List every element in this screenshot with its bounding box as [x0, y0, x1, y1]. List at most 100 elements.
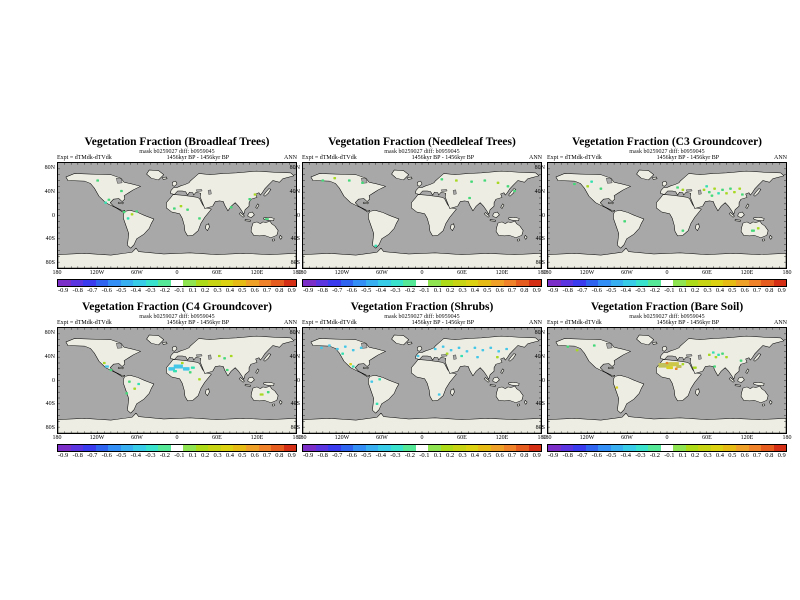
colorbar-tick-label: -0.9	[58, 287, 69, 294]
anomaly-spot	[259, 393, 264, 396]
colorbar-segment	[283, 280, 297, 286]
colorbar-tick-label: -0.5	[361, 452, 372, 459]
anomaly-spot	[328, 344, 331, 347]
anomaly-spot	[180, 361, 184, 365]
lat-tick-label: 80N	[44, 165, 55, 171]
lon-tick-label: 120W	[334, 270, 350, 276]
colorbar-tick-label: -0.1	[174, 452, 185, 459]
lon-tick-label: 120W	[334, 435, 350, 441]
lat-tick-label: 40N	[534, 189, 545, 195]
anomaly-spot	[707, 191, 711, 194]
anomaly-spot	[107, 198, 111, 201]
colorbar-tick-label: -0.7	[577, 452, 588, 459]
anomaly-spot	[733, 191, 736, 194]
period-label: 1456kyr BP - 1456kyr BP	[411, 320, 475, 326]
lon-axis: 180 120W 60W 0 60E 120E 180	[298, 269, 547, 277]
lon-tick-label: 60W	[131, 435, 143, 441]
colorbar-tick-label: 0.8	[275, 452, 284, 459]
anomaly-spot	[681, 229, 685, 232]
lon-axis: 180 120W 60W 0 60E 120E 180	[543, 269, 792, 277]
anomaly-spot	[102, 361, 106, 365]
world-map	[57, 327, 297, 434]
colorbar-labels: -0.9 -0.8 -0.7 -0.6 -0.5 -0.4 -0.3 -0.2 -0.1 0.1 0…	[57, 452, 297, 460]
colorbar-segment	[353, 280, 366, 286]
colorbar-tick-label: -0.3	[390, 452, 401, 459]
colorbar-tick-label: -0.8	[562, 287, 573, 294]
colorbar-tick-label: 0.6	[495, 452, 504, 459]
colorbar-tick-label: -0.7	[87, 452, 98, 459]
anomaly-spot	[137, 382, 140, 386]
colorbar-segment	[415, 445, 429, 451]
anomaly-spot	[717, 353, 720, 356]
anomaly-spot	[378, 378, 382, 381]
colorbar-tick-label: 0.1	[678, 452, 687, 459]
lat-tick-label: 80S	[535, 260, 545, 266]
colorbar-tick-label: 0.2	[446, 452, 455, 459]
lon-tick-label: 180	[782, 270, 792, 276]
colorbar-segment	[145, 280, 159, 286]
lat-tick-label: 40N	[534, 354, 545, 360]
lon-axis: 180 120W 60W 0 60E 120E 180	[298, 434, 547, 442]
expt-line: Expt = dTMdk-dTVdk 1456kyr BP - 1456kyr …	[57, 320, 297, 327]
lat-axis: 80N 40N 0 40S 80S	[40, 327, 57, 434]
colorbar-tick-label: -0.8	[72, 452, 83, 459]
colorbar-tick-label: 0.4	[715, 287, 724, 294]
colorbar-segment	[528, 280, 542, 286]
colorbar-tick-label: 0.9	[287, 452, 296, 459]
lon-tick-label: 60W	[131, 270, 143, 276]
colorbar-tick-label: -0.3	[635, 287, 646, 294]
expt-line: Expt = dTMdk-dTVdk 1456kyr BP - 1456kyr …	[57, 155, 297, 162]
colorbar-tick-label: -0.4	[375, 287, 386, 294]
period-label: 1456kyr BP - 1456kyr BP	[656, 320, 720, 326]
colorbar-tick-label: -0.1	[174, 287, 185, 294]
anomaly-spot	[126, 217, 130, 220]
colorbar-segment	[490, 280, 504, 286]
panel-c3-groundcover: Vegetation Fraction (C3 Groundcover) mas…	[530, 136, 792, 295]
colorbar-tick-label: -0.1	[664, 287, 675, 294]
world-map	[302, 327, 542, 434]
colorbar-tick-label: -0.2	[404, 287, 416, 294]
lat-tick-label: 40S	[535, 401, 545, 407]
anomaly-spot	[721, 352, 724, 355]
anomaly-spot	[120, 189, 123, 193]
colorbar-segment	[233, 445, 246, 451]
lon-tick-label: 60W	[621, 270, 633, 276]
colorbar-segment	[548, 445, 561, 451]
anomaly-spot	[721, 188, 724, 191]
colorbar-tick-label: -0.5	[116, 287, 127, 294]
colorbar-tick-label: 0.1	[188, 452, 197, 459]
colorbar-tick-label: -0.8	[562, 452, 573, 459]
colorbar-tick-label: -0.1	[664, 452, 675, 459]
lat-axis: 80N 40N 0 40S 80S	[285, 162, 302, 269]
colorbar-tick-label: 0.9	[287, 287, 296, 294]
anomaly-spot	[713, 187, 716, 190]
colorbar-segment	[465, 280, 479, 286]
lon-tick-label: 180	[782, 435, 792, 441]
lat-tick-label: 0	[542, 377, 545, 384]
mask-info: mask b0259027 diff: b0959045	[629, 149, 705, 155]
colorbar-segment	[548, 280, 561, 286]
colorbar-segment	[83, 280, 96, 286]
anomaly-spot	[104, 201, 107, 204]
colorbar-tick-label: -0.8	[317, 452, 328, 459]
colorbar	[547, 444, 787, 452]
colorbar-tick-label: -0.5	[606, 452, 617, 459]
colorbar-tick-label: -0.4	[130, 287, 141, 294]
anomaly-spot	[341, 352, 344, 355]
anomaly-spot	[705, 185, 708, 188]
anomaly-spot	[347, 179, 351, 182]
colorbar-segment	[748, 445, 762, 451]
colorbar-segment	[635, 445, 649, 451]
lon-tick-label: 0	[175, 435, 179, 441]
colorbar-segment	[598, 280, 611, 286]
colorbar-segment	[220, 445, 234, 451]
colorbar-segment	[120, 280, 134, 286]
colorbar-segment	[170, 445, 184, 451]
lat-tick-label: 0	[52, 377, 55, 384]
expt-label: Expt = dTMdk-dTVdk	[302, 155, 357, 161]
anomaly-spot	[496, 181, 500, 184]
season-label: ANN	[283, 155, 297, 161]
colorbar-tick-label: 0.9	[777, 452, 786, 459]
colorbar-segment	[415, 280, 429, 286]
colorbar-tick-label: 0.2	[201, 287, 210, 294]
